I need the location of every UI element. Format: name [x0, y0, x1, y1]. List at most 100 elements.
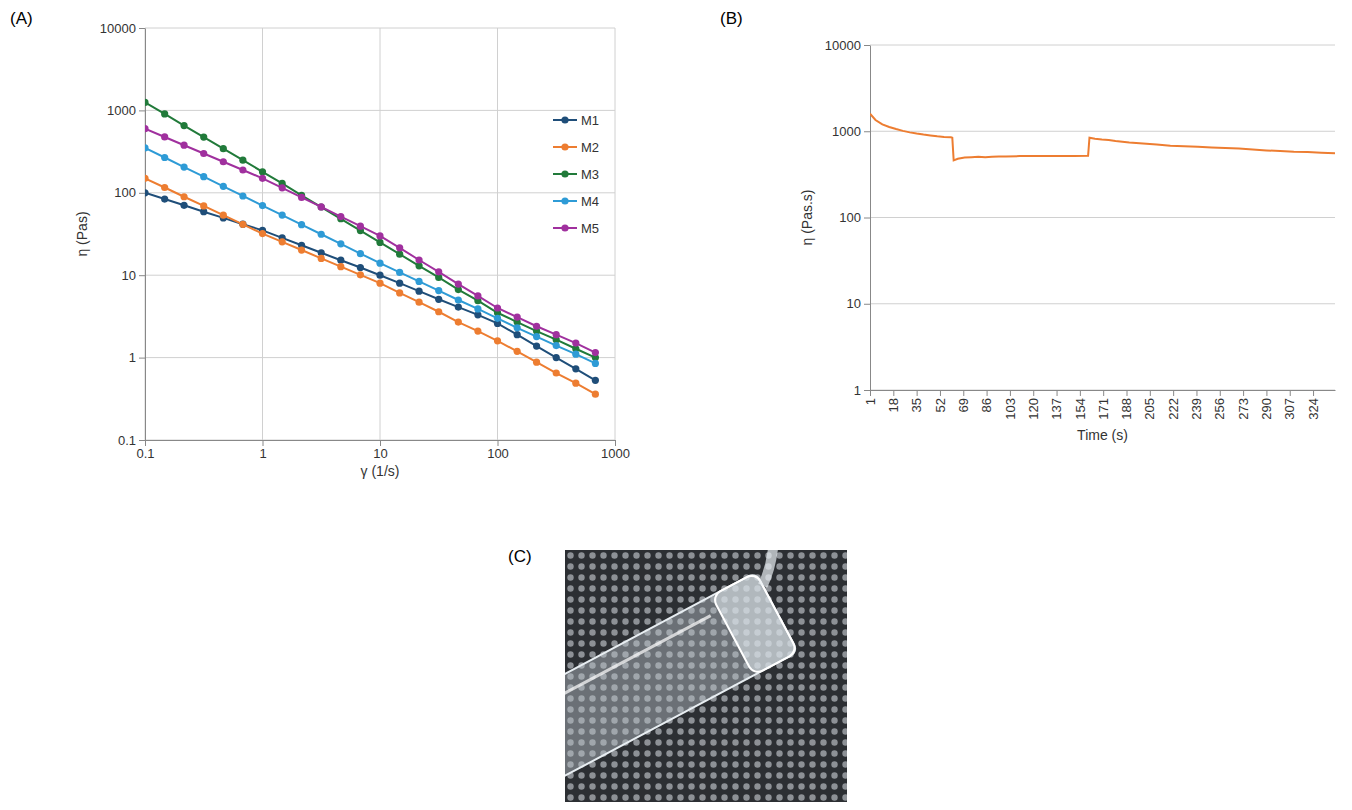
marker — [298, 246, 305, 253]
tick: 290 — [1259, 390, 1274, 420]
tick-label: 10000 — [100, 21, 136, 36]
marker — [396, 280, 403, 287]
grid-line — [870, 390, 1335, 391]
x-axis-title: γ (1/s) — [361, 463, 400, 479]
marker — [239, 192, 246, 199]
tick: 10000 — [100, 21, 145, 36]
grid-line — [145, 28, 146, 440]
series-line — [145, 129, 595, 353]
marker — [239, 166, 246, 173]
marker — [494, 337, 501, 344]
marker — [259, 202, 266, 209]
tick-mark — [1080, 390, 1081, 396]
legend-label: M3 — [581, 167, 599, 182]
marker — [318, 231, 325, 238]
tick-mark — [864, 45, 870, 46]
marker — [220, 183, 227, 190]
marker — [180, 122, 187, 129]
tick-label: 1000 — [601, 446, 630, 461]
tick-label: 1 — [854, 383, 861, 398]
tick-mark — [1313, 390, 1314, 396]
tick: 188 — [1119, 390, 1134, 420]
grid-line — [615, 28, 616, 440]
tick-label: 35 — [909, 398, 924, 412]
marker — [435, 296, 442, 303]
x-axis-title: Time (s) — [1077, 427, 1128, 443]
tick: 100 — [114, 185, 145, 200]
tick-label: 1000 — [832, 124, 861, 139]
tick-mark — [139, 110, 145, 111]
axis-line — [870, 46, 871, 391]
legend-marker — [561, 224, 568, 231]
tick-mark — [1010, 390, 1011, 396]
marker — [455, 318, 462, 325]
legend-item: M5 — [553, 221, 599, 236]
tick-mark — [893, 390, 894, 396]
tick: 154 — [1073, 390, 1088, 420]
tick-label: 1 — [863, 398, 878, 405]
tick-mark — [864, 390, 870, 391]
tick-mark — [145, 440, 146, 446]
tick-mark — [870, 390, 871, 396]
tick-label: 324 — [1306, 398, 1321, 420]
tick-label: 103 — [1003, 398, 1018, 420]
marker — [514, 348, 521, 355]
tick-mark — [1266, 390, 1267, 396]
marker — [298, 221, 305, 228]
tick-mark — [139, 275, 145, 276]
marker — [318, 203, 325, 210]
marker — [220, 158, 227, 165]
marker — [553, 331, 560, 338]
marker — [180, 193, 187, 200]
legend: M1M2M3M4M5 — [553, 113, 599, 236]
marker — [161, 195, 168, 202]
marker — [474, 327, 481, 334]
marks — [870, 114, 1335, 161]
tick-mark — [139, 193, 145, 194]
marker — [592, 349, 599, 356]
marker — [161, 133, 168, 140]
legend-label: M5 — [581, 221, 599, 236]
marker — [200, 202, 207, 209]
marker — [415, 299, 422, 306]
tick-label: 86 — [979, 398, 994, 412]
marker — [180, 142, 187, 149]
marker — [592, 377, 599, 384]
tick-label: 290 — [1259, 398, 1274, 420]
legend-label: M4 — [581, 194, 599, 209]
tick-mark — [1173, 390, 1174, 396]
marker — [572, 339, 579, 346]
marker — [396, 244, 403, 251]
tick: 1 — [854, 383, 870, 398]
legend-marker — [561, 170, 568, 177]
marker — [239, 221, 246, 228]
series-line — [145, 193, 595, 381]
marker — [376, 280, 383, 287]
tick-mark — [1196, 390, 1197, 396]
legend-item: M4 — [553, 194, 599, 209]
tick-mark — [1033, 390, 1034, 396]
grid — [870, 45, 1335, 390]
tick: 239 — [1189, 390, 1204, 420]
tick-label: 100 — [839, 210, 861, 225]
legend-item: M1 — [553, 113, 599, 128]
marker — [533, 333, 540, 340]
marker — [553, 369, 560, 376]
panel-label: (C) — [508, 547, 532, 566]
tick-mark — [263, 440, 264, 446]
tick-mark — [1220, 390, 1221, 396]
marker — [376, 272, 383, 279]
marker — [415, 256, 422, 263]
marker — [514, 324, 521, 331]
tick: 1 — [863, 390, 878, 405]
tick: 100 — [487, 440, 509, 461]
marker — [220, 145, 227, 152]
tick: 10000 — [825, 38, 870, 53]
marker — [435, 287, 442, 294]
tick-mark — [1127, 390, 1128, 396]
marker — [376, 260, 383, 267]
tick-mark — [864, 131, 870, 132]
marker — [553, 342, 560, 349]
marker — [553, 354, 560, 361]
tick: 100 — [839, 210, 870, 225]
